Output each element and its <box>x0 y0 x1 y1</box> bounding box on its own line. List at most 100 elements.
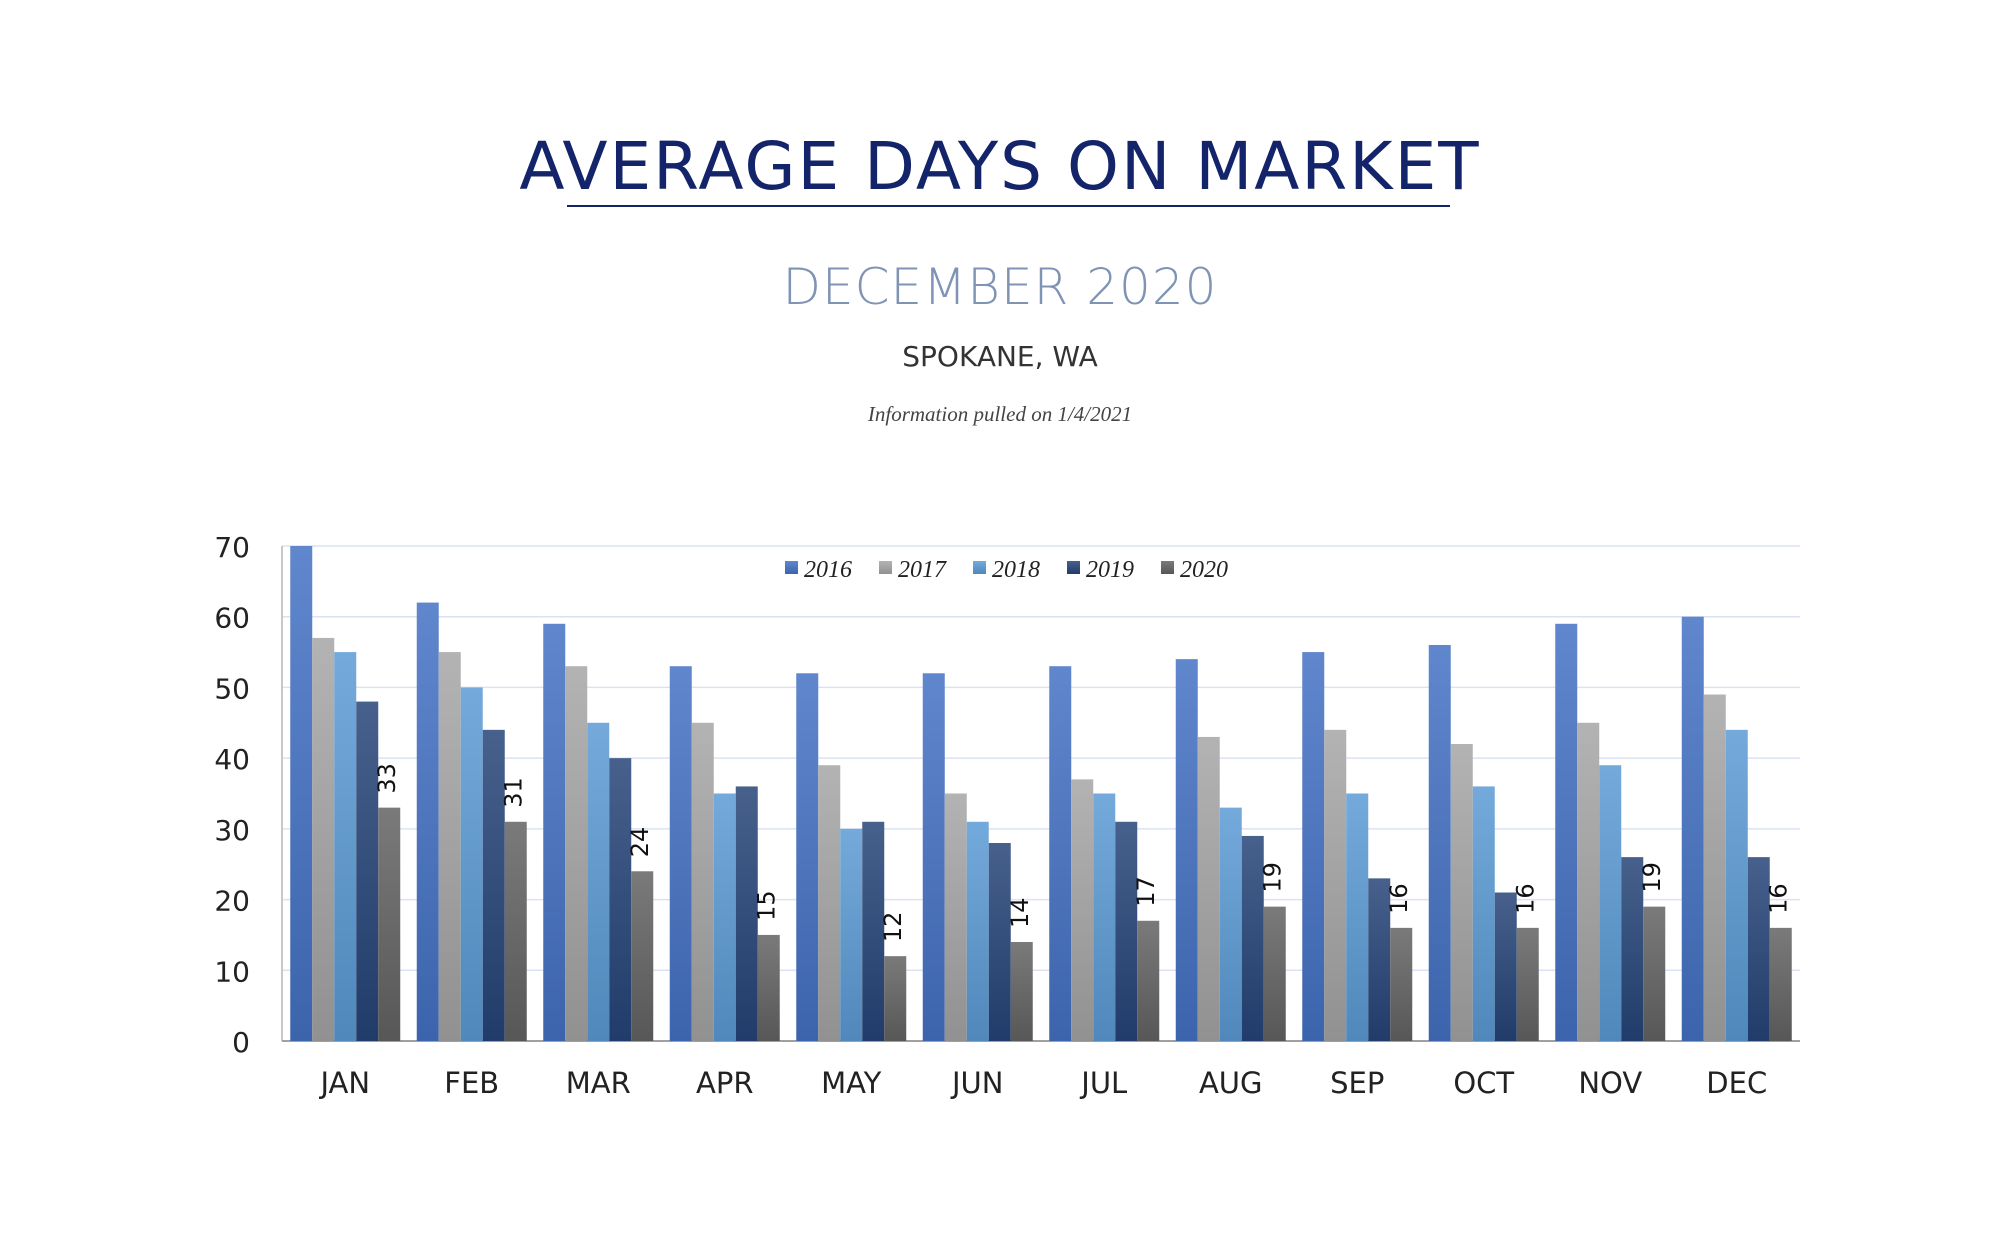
bar-2018-nov <box>1599 765 1622 1041</box>
bar-2016-sep <box>1302 652 1325 1041</box>
bar-2016-oct <box>1428 645 1451 1041</box>
bar-2017-nov <box>1577 722 1600 1041</box>
data-label: 19 <box>1638 862 1666 893</box>
x-tick-label: NOV <box>1578 1066 1642 1100</box>
bar-2018-jan <box>334 652 357 1041</box>
data-label: 16 <box>1765 883 1793 914</box>
bar-2016-dec <box>1681 616 1704 1041</box>
bar-2016-may <box>796 673 819 1041</box>
bar-2020-nov <box>1643 906 1666 1041</box>
legend-label-2017: 2017 <box>898 557 947 583</box>
bar-2016-jun <box>922 673 945 1041</box>
legend-swatch-2020 <box>1161 561 1174 574</box>
bar-2017-aug <box>1197 736 1220 1041</box>
bar-2017-sep <box>1324 729 1347 1041</box>
bar-2020-may <box>884 956 907 1041</box>
bar-2017-mar <box>565 666 588 1041</box>
y-tick-label: 50 <box>214 672 250 705</box>
bar-2018-jun <box>966 821 989 1041</box>
bar-2019-sep <box>1368 878 1391 1041</box>
bar-2020-oct <box>1516 927 1539 1041</box>
bar-2019-mar <box>609 758 632 1041</box>
data-label: 16 <box>1512 883 1540 914</box>
bar-2019-nov <box>1621 857 1644 1041</box>
bar-2020-aug <box>1263 906 1286 1041</box>
bar-2020-mar <box>631 871 654 1041</box>
bar-2019-jun <box>988 843 1011 1041</box>
legend-label-2016: 2016 <box>804 557 852 583</box>
bar-2017-jul <box>1071 779 1094 1041</box>
bar-2016-aug <box>1175 659 1198 1041</box>
y-tick-label: 10 <box>214 955 250 988</box>
bar-2020-jan <box>378 807 401 1041</box>
x-tick-label: FEB <box>444 1066 499 1100</box>
data-label: 12 <box>879 912 907 943</box>
bar-2016-mar <box>543 623 566 1041</box>
x-tick-label: JUL <box>1079 1066 1127 1100</box>
data-label: 15 <box>753 890 781 921</box>
legend-label-2020: 2020 <box>1180 557 1228 583</box>
y-tick-label: 20 <box>214 885 250 918</box>
legend-swatch-2018 <box>973 561 986 574</box>
bar-2017-oct <box>1450 744 1473 1041</box>
legend-swatch-2019 <box>1067 561 1080 574</box>
bar-2019-feb <box>482 729 505 1041</box>
data-label: 17 <box>1132 876 1160 907</box>
y-tick-label: 70 <box>214 531 250 564</box>
bar-2016-jan <box>290 546 313 1041</box>
x-tick-label: JAN <box>318 1066 370 1100</box>
bar-2019-jan <box>356 701 379 1041</box>
x-tick-label: DEC <box>1706 1066 1767 1100</box>
bar-2017-may <box>818 765 841 1041</box>
bar-2016-jul <box>1049 666 1072 1041</box>
bar-2018-sep <box>1346 793 1369 1041</box>
bar-2017-feb <box>438 652 461 1041</box>
x-tick-label: SEP <box>1330 1066 1384 1100</box>
page-title: AVERAGE DAYS ON MARKET <box>519 128 1481 205</box>
bar-2018-may <box>840 828 863 1041</box>
y-tick-label: 60 <box>214 602 250 635</box>
info-note: Information pulled on 1/4/2021 <box>867 402 1133 426</box>
x-tick-label: MAR <box>566 1066 631 1100</box>
page-subtitle: DECEMBER 2020 <box>782 258 1218 316</box>
bar-2017-dec <box>1703 694 1726 1041</box>
bar-2018-dec <box>1725 729 1748 1041</box>
x-tick-label: JUN <box>950 1066 1003 1100</box>
bar-2019-apr <box>735 786 758 1041</box>
bar-2017-apr <box>691 722 714 1041</box>
bar-2018-oct <box>1472 786 1495 1041</box>
data-label: 19 <box>1259 862 1287 893</box>
bar-2020-sep <box>1390 927 1413 1041</box>
legend-swatch-2016 <box>785 561 798 574</box>
bar-2019-may <box>862 821 885 1041</box>
y-tick-label: 40 <box>214 743 250 776</box>
bar-2019-aug <box>1241 835 1264 1041</box>
bar-2020-apr <box>757 934 780 1041</box>
bar-2018-aug <box>1219 807 1242 1041</box>
bar-2017-jan <box>312 637 335 1041</box>
x-tick-label: MAY <box>821 1066 882 1100</box>
x-tick-label: APR <box>696 1066 753 1100</box>
location-label: SPOKANE, WA <box>902 340 1098 373</box>
bar-2018-feb <box>460 687 483 1041</box>
x-tick-label: OCT <box>1453 1066 1514 1100</box>
data-label: 14 <box>1006 897 1034 928</box>
legend-label-2019: 2019 <box>1086 557 1134 583</box>
bar-2020-dec <box>1769 927 1792 1041</box>
bar-2020-feb <box>504 821 527 1041</box>
bar-2019-oct <box>1494 892 1517 1041</box>
bar-2017-jun <box>944 793 967 1041</box>
bar-2018-mar <box>587 722 610 1041</box>
bar-2016-feb <box>416 602 439 1041</box>
bar-2016-apr <box>669 666 692 1041</box>
bar-2018-jul <box>1093 793 1116 1041</box>
data-label: 33 <box>373 763 401 794</box>
bar-2016-nov <box>1555 623 1578 1041</box>
data-label: 16 <box>1385 883 1413 914</box>
bar-2018-apr <box>713 793 736 1041</box>
bar-2020-jun <box>1010 942 1033 1041</box>
y-tick-label: 0 <box>232 1026 250 1059</box>
legend-swatch-2017 <box>879 561 892 574</box>
bar-2019-jul <box>1115 821 1138 1041</box>
